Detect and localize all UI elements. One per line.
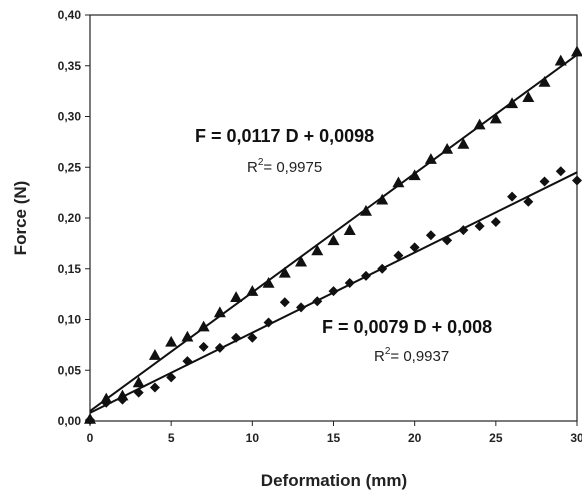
axes [89, 14, 578, 422]
data-point-diamond [377, 263, 388, 274]
data-point-triangle [489, 112, 502, 124]
data-point-diamond [182, 356, 193, 367]
data-point-triangle [538, 75, 551, 87]
data-point-triangle [408, 169, 421, 181]
data-point-triangle [506, 97, 519, 109]
data-point-diamond [231, 332, 242, 343]
data-point-diamond [344, 277, 355, 288]
data-point-diamond [572, 175, 582, 186]
r-squared-lower-value: = 0,9937 [390, 348, 449, 365]
ticks: 0,00 0,05 0,10 0,15 0,20 0,25 0,30 0,35 0,40 0 5 10… [58, 8, 582, 445]
data-point-triangle [165, 335, 178, 347]
data-point-diamond [312, 296, 323, 307]
data-point-triangle [522, 91, 535, 103]
x-tick-label: 25 [489, 431, 503, 445]
x-axis-label: Deformation (mm) [261, 471, 407, 490]
data-point-diamond [474, 221, 485, 232]
equation-upper: F = 0,0117 D + 0,0098 [195, 126, 374, 146]
data-point-diamond [523, 196, 534, 207]
r-squared-upper-exponent: 2 [258, 157, 264, 168]
data-point-triangle [441, 142, 454, 154]
data-point-diamond [360, 270, 371, 281]
data-point-diamond [85, 414, 95, 425]
r-squared-upper-value: = 0,9975 [263, 159, 322, 176]
data-point-diamond [507, 191, 518, 202]
data-point-triangle [327, 234, 340, 246]
data-point-diamond [133, 387, 144, 398]
y-tick-label: 0,25 [58, 160, 82, 174]
data-point-diamond [117, 394, 128, 405]
data-point-diamond [555, 166, 566, 177]
plot-frame [89, 14, 578, 422]
x-tick-label: 30 [570, 431, 582, 445]
data-point-triangle [473, 118, 486, 130]
trendlines [89, 53, 578, 414]
y-axis-label: Force (N) [11, 181, 30, 256]
annotations: F = 0,0117 D + 0,0098 R2= 0,9975 F = 0,0… [195, 126, 492, 365]
data-point-triangle [392, 176, 405, 188]
data-point-triangle [197, 320, 210, 332]
data-point-diamond [442, 235, 453, 246]
data-point-triangle [181, 330, 194, 342]
data-point-triangle [132, 376, 145, 388]
data-point-triangle [311, 244, 324, 256]
y-tick-label: 0,35 [58, 59, 82, 73]
data-point-diamond [214, 342, 225, 353]
y-tick-label: 0,05 [58, 363, 82, 377]
data-point-diamond [247, 332, 258, 343]
data-point-diamond [409, 242, 420, 253]
data-point-triangle [457, 137, 470, 149]
data-point-diamond [198, 341, 209, 352]
x-tick-label: 15 [327, 431, 341, 445]
data-point-diamond [263, 317, 274, 328]
equation-lower: F = 0,0079 D + 0,008 [322, 317, 492, 337]
data-point-triangle [571, 45, 582, 57]
r-squared-upper: R2= 0,9975 [247, 157, 322, 176]
data-point-triangle [148, 349, 161, 360]
data-point-diamond [425, 230, 436, 241]
data-point-triangle [554, 54, 567, 66]
data-point-triangle [359, 204, 372, 216]
x-tick-label: 10 [246, 431, 260, 445]
data-point-triangle [295, 255, 308, 267]
x-tick-label: 0 [87, 431, 94, 445]
data-points [84, 45, 582, 425]
y-tick-label: 0,00 [58, 414, 82, 428]
data-point-diamond [101, 397, 112, 408]
x-tick-label: 5 [168, 431, 175, 445]
data-point-triangle [343, 224, 356, 235]
data-point-triangle [262, 276, 275, 288]
x-tick-label: 20 [408, 431, 422, 445]
r-squared-lower-exponent: 2 [385, 346, 391, 357]
trendline-triangle [89, 53, 578, 412]
data-point-triangle [424, 153, 437, 164]
r-squared-lower: R2= 0,9937 [374, 346, 449, 365]
data-point-diamond [458, 225, 469, 236]
data-point-triangle [213, 306, 226, 318]
data-point-triangle [376, 193, 389, 205]
data-point-triangle [230, 291, 243, 302]
y-tick-label: 0,30 [58, 110, 82, 124]
r-squared-lower-prefix: R [374, 348, 385, 365]
r-squared-upper-prefix: R [247, 159, 258, 176]
y-tick-label: 0,20 [58, 211, 82, 225]
data-point-triangle [278, 266, 291, 278]
y-tick-label: 0,40 [58, 8, 82, 22]
data-point-diamond [539, 176, 550, 187]
data-point-diamond [328, 286, 339, 297]
data-point-diamond [166, 372, 177, 383]
data-point-triangle [246, 285, 259, 296]
data-point-diamond [296, 302, 307, 313]
y-tick-label: 0,10 [58, 313, 82, 327]
data-point-diamond [393, 250, 404, 261]
data-point-diamond [149, 382, 160, 393]
data-point-diamond [279, 297, 290, 308]
data-point-diamond [490, 217, 501, 228]
y-tick-label: 0,15 [58, 262, 82, 276]
